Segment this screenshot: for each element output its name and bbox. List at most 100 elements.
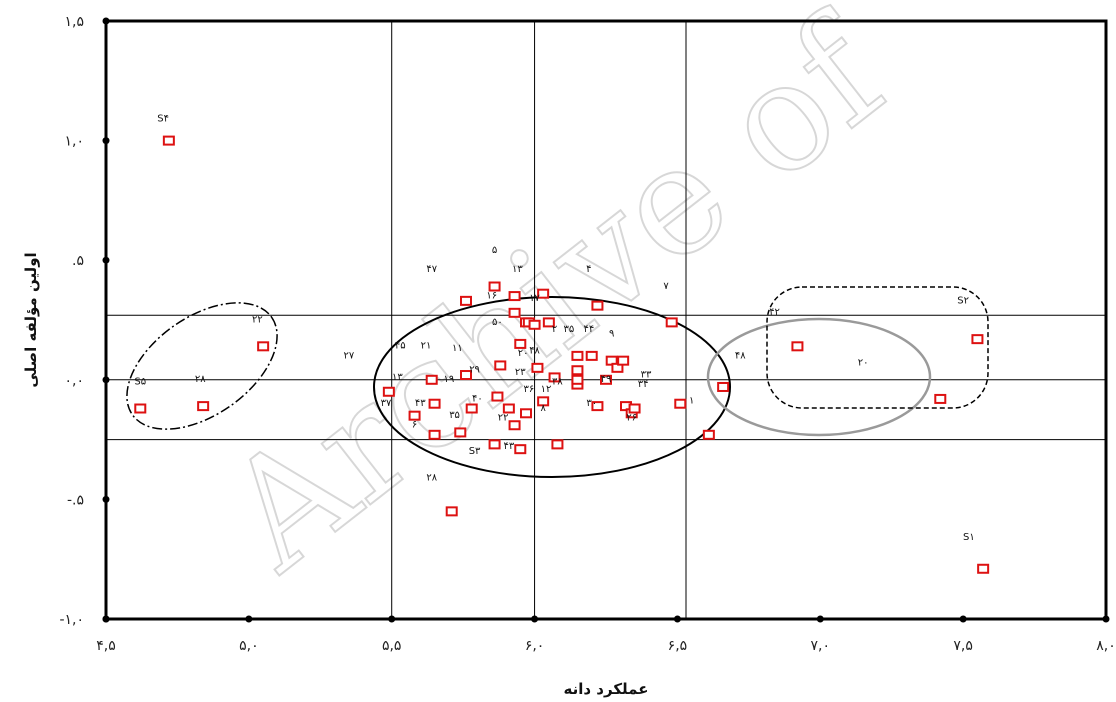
point-label: ۹ xyxy=(609,329,614,340)
data-point xyxy=(537,288,550,299)
x-tick-mark xyxy=(531,615,539,623)
data-point xyxy=(617,355,630,366)
point-label: ۲۹ xyxy=(469,365,480,376)
data-point xyxy=(717,381,730,392)
x-tick-label: ۴,۵ xyxy=(96,638,116,654)
axis-ticks: ۴,۵ ۵,۰ ۵,۵ ۶,۰ ۶,۵ ۷,۰ ۷,۵ ۸,۰ ۱,۵ ۱,۰ .۵ ۰,۰ -.۵ -۱… xyxy=(59,14,1115,654)
x-tick-mark xyxy=(1102,615,1110,623)
point-label: ۲۲ xyxy=(252,314,263,325)
data-point xyxy=(600,374,612,385)
point-label: ۲۷ xyxy=(343,350,354,361)
data-point xyxy=(494,360,507,371)
data-point xyxy=(488,439,501,450)
x-tick-label: ۷,۰ xyxy=(811,638,831,654)
point-label: ۴۲ xyxy=(769,307,780,318)
data-point xyxy=(257,341,270,352)
point-label: ۷ xyxy=(663,281,669,292)
point-label: ۵ xyxy=(492,245,497,256)
data-point xyxy=(702,429,715,440)
point-label: ۵۰ xyxy=(492,317,503,328)
data-point xyxy=(591,401,604,412)
data-point xyxy=(934,393,947,404)
cluster-outlines xyxy=(126,286,989,478)
y-tick-label: ۱,۰ xyxy=(65,134,85,150)
data-point xyxy=(628,403,641,414)
y-tick-mark xyxy=(102,17,110,25)
cluster-ellipse-center xyxy=(373,296,731,478)
y-tick-mark xyxy=(102,256,110,264)
data-point xyxy=(460,295,472,306)
x-tick-label: ۵,۰ xyxy=(239,638,259,654)
point-label: ۳۴ xyxy=(638,379,649,390)
point-label: S۲ xyxy=(957,295,969,306)
point-label: ۳۷ xyxy=(381,398,392,409)
point-label: ۳۰ xyxy=(586,398,597,409)
point-label: ۱۶ xyxy=(486,290,497,301)
point-label: ۲۶ xyxy=(626,412,637,423)
plot-area-frame xyxy=(104,19,1108,621)
data-point xyxy=(674,398,687,409)
data-point xyxy=(460,370,472,381)
data-point xyxy=(428,429,441,440)
point-label: ۲۰ xyxy=(858,357,869,368)
data-point xyxy=(428,398,441,409)
data-point xyxy=(382,386,395,397)
point-label: S۳ xyxy=(469,446,481,457)
data-point xyxy=(491,391,504,402)
y-axis-title: اولین مؤلفه اصلی xyxy=(22,252,40,387)
cluster-ellipse-gray xyxy=(706,317,932,437)
point-label: ۲۱ xyxy=(421,341,432,352)
x-tick-mark xyxy=(673,615,681,623)
point-label: ۳۳ xyxy=(641,369,652,380)
data-point xyxy=(665,317,678,328)
x-tick-label: ۸,۰ xyxy=(1096,638,1116,654)
y-tick-mark xyxy=(102,495,110,503)
data-points xyxy=(134,135,990,574)
y-tick-label: .۵ xyxy=(72,253,84,269)
data-point xyxy=(508,420,521,431)
point-label: ۲۲ xyxy=(498,412,509,423)
point-label: ۴۵ xyxy=(395,341,406,352)
point-label: ۱۷ xyxy=(529,293,540,304)
point-label: ۴۹ xyxy=(601,374,612,385)
data-point xyxy=(542,317,555,328)
point-label: ۲۳ xyxy=(515,367,526,378)
data-point xyxy=(488,281,501,292)
x-axis-title: عملکرد دانه xyxy=(564,680,649,698)
point-label: ۳۶ xyxy=(523,384,534,395)
point-label: ۱۹ xyxy=(443,374,454,385)
y-tick-mark xyxy=(102,615,110,623)
data-point xyxy=(528,319,541,330)
data-point xyxy=(465,403,478,414)
x-tick-label: ۷,۵ xyxy=(953,638,973,654)
reference-lines xyxy=(106,21,1106,619)
point-label: ۱۲ xyxy=(541,384,552,395)
x-tick-label: ۵,۵ xyxy=(382,638,402,654)
cluster-ellipse-left xyxy=(126,302,278,430)
data-point xyxy=(514,444,527,455)
point-label: S۱ xyxy=(963,532,975,543)
point-label: ۱ xyxy=(689,396,694,407)
data-point xyxy=(591,300,604,311)
data-point xyxy=(445,506,458,517)
data-point xyxy=(791,341,804,352)
cluster-box-right xyxy=(766,286,989,409)
data-point xyxy=(520,408,532,419)
data-point xyxy=(454,427,467,438)
data-point xyxy=(197,401,210,412)
point-label: ۴۴ xyxy=(583,324,594,335)
data-point xyxy=(585,350,598,361)
y-tick-label: ۰,۰ xyxy=(65,373,85,389)
watermark: Archive of xyxy=(193,0,922,605)
point-label: ۲۰ xyxy=(518,348,529,359)
point-label: ۴۰ xyxy=(472,393,483,404)
point-label: ۴۷ xyxy=(426,264,437,275)
y-tick-mark xyxy=(102,137,110,145)
data-point xyxy=(531,362,544,373)
data-point xyxy=(508,307,521,318)
y-tick-label: ۱,۵ xyxy=(65,14,85,30)
point-label: ۳۵ xyxy=(563,324,574,335)
point-label: ۲۸ xyxy=(195,374,206,385)
